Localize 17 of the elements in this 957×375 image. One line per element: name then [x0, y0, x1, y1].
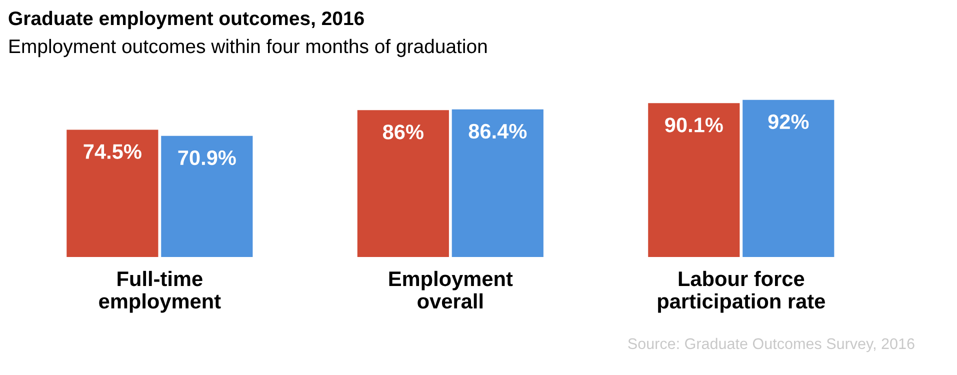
- bar: [66, 130, 158, 257]
- bar: [648, 103, 740, 257]
- bar: [742, 100, 834, 257]
- x-tick-label: Labour force participation rate: [658, 270, 825, 313]
- data-label: 86%: [382, 124, 424, 140]
- chart-subtitle: Employment outcomes within four months of graduation: [10, 38, 487, 58]
- data-label: 86.4%: [468, 124, 527, 139]
- x-tick-label: Employment overall: [389, 270, 513, 309]
- x-tick-label: Full-time employment: [99, 270, 221, 313]
- chart-title: Graduate employment outcomes, 2016: [8, 10, 364, 30]
- data-label: 70.9%: [178, 150, 236, 166]
- data-label: 90.1%: [665, 118, 723, 132]
- bar: [357, 110, 449, 257]
- data-label: 74.5%: [84, 144, 142, 159]
- bar: [161, 136, 253, 257]
- data-label: 92%: [768, 114, 809, 130]
- bar: [452, 109, 544, 257]
